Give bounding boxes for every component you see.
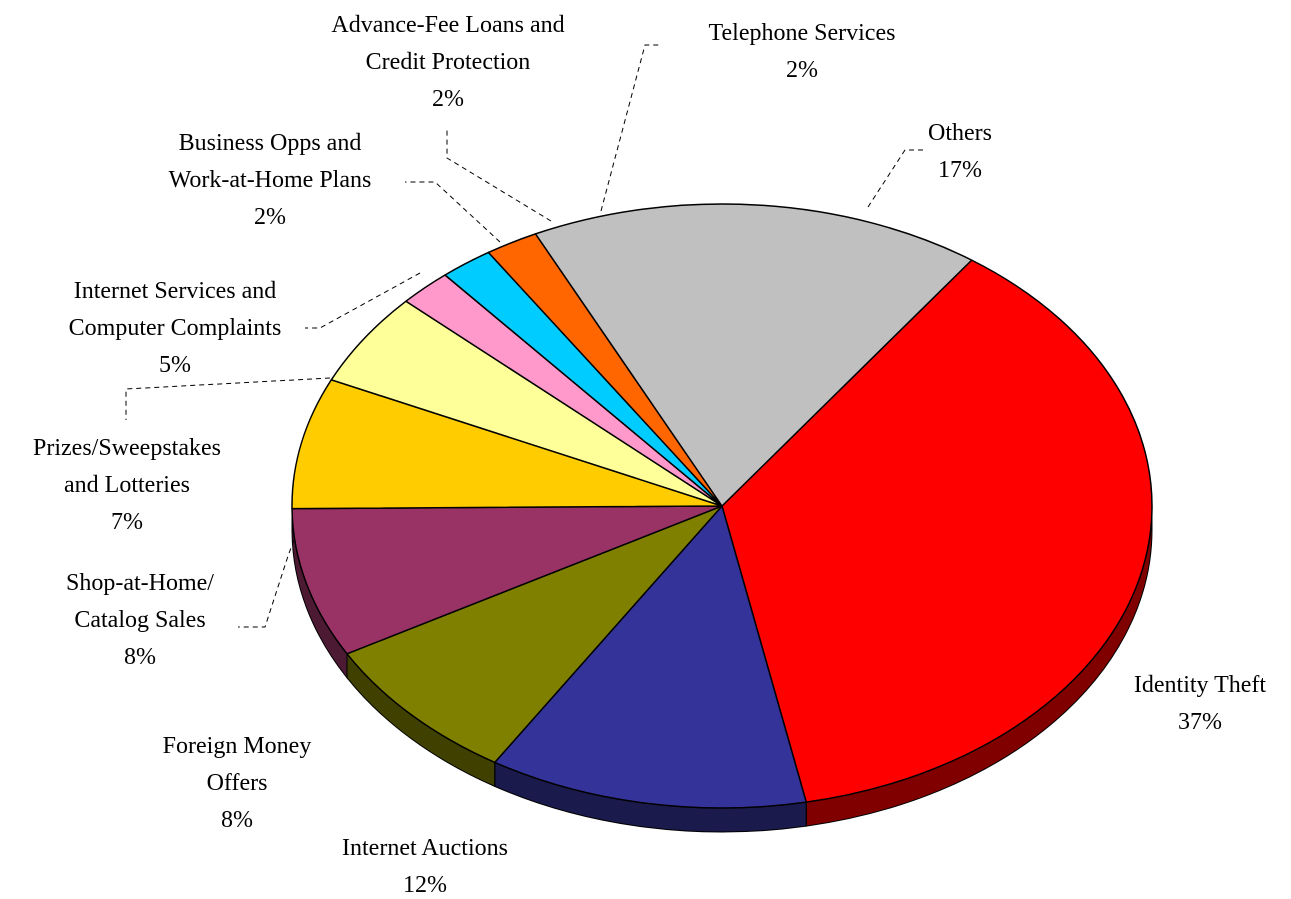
- slice-label-business-opps-and-work-at-home-plans: Business Opps and Work-at-Home Plans 2%: [169, 130, 372, 230]
- slice-name-label: Telephone Services: [709, 20, 896, 46]
- slice-name-label: Internet Auctions: [342, 835, 508, 861]
- slice-percent-label: 8%: [124, 644, 156, 670]
- slice-percent-label: 2%: [432, 86, 464, 112]
- leader-line-prizes-sweepstakes-and-lotteries: [125, 377, 331, 420]
- leader-line-business-opps-and-work-at-home-plans: [405, 181, 501, 243]
- slice-name-label: Offers: [207, 770, 268, 796]
- leader-line-telephone-services: [600, 44, 660, 212]
- slice-label-foreign-money-offers: Foreign Money Offers 8%: [163, 733, 312, 833]
- slice-percent-label: 2%: [786, 57, 818, 83]
- slice-label-layer: Identity Theft 37% Internet Auctions 12% For…: [33, 12, 1266, 898]
- slice-name-label: Credit Protection: [366, 49, 531, 75]
- pie-slice-prizes-sweepstakes-and-lotteries: [291, 379, 723, 510]
- slice-name-label: Prizes/Sweepstakes: [33, 435, 221, 461]
- slice-percent-label: 8%: [221, 807, 253, 833]
- pie-slice-identity-theft: [721, 259, 1153, 803]
- leader-line-shop-at-home-catalog-sales: [238, 539, 295, 628]
- slice-name-label: Identity Theft: [1134, 672, 1267, 698]
- slice-name-label: Catalog Sales: [74, 607, 205, 633]
- slice-name-label: Foreign Money: [163, 733, 312, 759]
- slice-percent-label: 7%: [111, 509, 143, 535]
- slice-name-label: Internet Services and: [74, 278, 277, 304]
- pie-slice-shop-at-home-catalog-sales: [291, 505, 723, 655]
- slice-percent-label: 5%: [159, 352, 191, 378]
- slice-label-identity-theft: Identity Theft 37%: [1134, 672, 1267, 735]
- leader-line-others: [867, 149, 925, 208]
- slice-name-label: Work-at-Home Plans: [169, 167, 372, 193]
- slice-percent-label: 37%: [1178, 709, 1222, 735]
- pie-slice-layer: [291, 203, 1153, 809]
- leader-line-layer: [125, 44, 925, 628]
- slice-percent-label: 17%: [938, 157, 982, 183]
- slice-name-label: and Lotteries: [64, 472, 190, 498]
- slice-label-telephone-services: Telephone Services 2%: [709, 20, 896, 83]
- slice-name-label: Shop-at-Home/: [66, 570, 214, 596]
- slice-label-advance-fee-loans-and-credit-protection: Advance-Fee Loans and Credit Protection 2%: [331, 12, 564, 112]
- leader-line-internet-services-and-computer-complaints: [305, 272, 421, 329]
- pie-slice-internet-auctions: [494, 505, 808, 809]
- pie-slice-foreign-money-offers: [346, 505, 723, 764]
- slice-label-prizes-sweepstakes-and-lotteries: Prizes/Sweepstakes and Lotteries 7%: [33, 435, 221, 535]
- pie-slice-others: [534, 203, 973, 507]
- slice-percent-label: 12%: [403, 872, 447, 898]
- slice-label-others: Others 17%: [928, 120, 992, 183]
- slice-percent-label: 2%: [254, 204, 286, 230]
- slice-name-label: Business Opps and: [179, 130, 362, 156]
- slice-name-label: Others: [928, 120, 992, 146]
- slice-name-label: Computer Complaints: [69, 315, 282, 341]
- slice-label-shop-at-home-catalog-sales: Shop-at-Home/Catalog Sales 8%: [66, 570, 214, 670]
- slice-name-label: Advance-Fee Loans and: [331, 12, 564, 38]
- slice-label-internet-services-and-computer-complaints: Internet Services and Computer Complaints…: [69, 278, 282, 378]
- leader-line-advance-fee-loans-and-credit-protection: [446, 130, 552, 222]
- slice-label-internet-auctions: Internet Auctions 12%: [342, 835, 508, 898]
